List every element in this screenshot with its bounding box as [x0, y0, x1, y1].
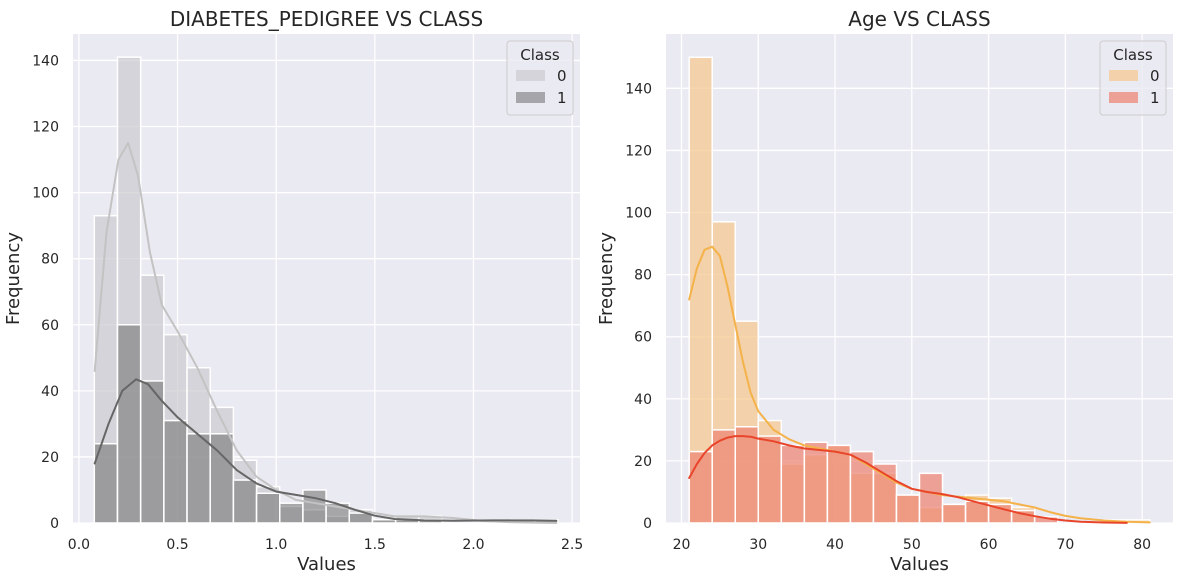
- y-tick-label: 140: [625, 81, 652, 97]
- x-tick-label: 2.0: [462, 537, 484, 553]
- y-tick-label: 0: [50, 516, 59, 532]
- bar-class-1: [780, 444, 806, 524]
- x-tick-label: 1.0: [265, 537, 287, 553]
- y-tick-label: 120: [32, 120, 59, 136]
- x-tick-label: 70: [1056, 537, 1074, 553]
- kde-lines: [688, 245, 1151, 524]
- y-tick-label: 80: [41, 252, 59, 268]
- kde-line-class-0: [688, 245, 1151, 524]
- x-tick-label: 2.5: [561, 537, 583, 553]
- x-tick-label: 1.5: [364, 537, 386, 553]
- y-axis-label: Frequency: [596, 232, 617, 325]
- age-chart: 20 30 40 50 60 70 80 0 20 40 60 80 100 120 140 Age VS …: [596, 7, 1173, 575]
- y-tick-label: 100: [32, 186, 59, 202]
- bar-class-1: [941, 503, 967, 524]
- kde-line-class-1: [93, 378, 558, 522]
- legend-label-1: 1: [1150, 89, 1160, 107]
- y-tick-label: 40: [634, 392, 652, 408]
- bar-class-1: [278, 502, 304, 524]
- legend-title: Class: [520, 46, 560, 64]
- legend-label-0: 0: [1150, 67, 1160, 85]
- x-tick-label: 0.5: [166, 537, 188, 553]
- bar-class-1: [918, 472, 944, 524]
- legend-swatch-1: [1109, 92, 1138, 103]
- bar-class-1: [734, 426, 760, 524]
- legend-swatch-0: [516, 70, 545, 81]
- bar-class-1: [163, 419, 188, 524]
- y-tick-label: 0: [643, 516, 652, 532]
- x-axis-label: Values: [297, 554, 356, 575]
- bar-class-1: [232, 479, 258, 524]
- kde-line-class-0: [93, 142, 558, 524]
- bar-class-1: [371, 518, 397, 524]
- x-tick-label: 60: [980, 537, 998, 553]
- y-tick-label: 20: [41, 450, 59, 466]
- bar-class-1: [209, 433, 235, 524]
- legend-swatch-1: [516, 92, 545, 103]
- bar-class-1: [255, 492, 281, 524]
- legend-label-0: 0: [557, 67, 567, 85]
- legend-label-1: 1: [557, 89, 567, 107]
- x-tick-label: 40: [826, 537, 844, 553]
- tick-labels: 20 30 40 50 60 70 80 0 20 40 60 80 100 120 140: [625, 81, 1151, 553]
- bar-class-1: [116, 324, 142, 524]
- bar-class-1: [895, 494, 921, 524]
- y-tick-label: 60: [41, 318, 59, 334]
- bar-class-1: [186, 433, 211, 524]
- bar-class-1: [826, 444, 852, 524]
- kde-lines: [93, 142, 558, 524]
- y-tick-label: 40: [41, 384, 59, 400]
- bar-class-1: [872, 463, 898, 524]
- x-tick-label: 20: [673, 537, 691, 553]
- bar-class-1: [302, 489, 327, 524]
- bars-class-1: [688, 426, 1059, 524]
- bar-class-1: [688, 450, 713, 524]
- y-tick-label: 20: [634, 454, 652, 470]
- legend-swatch-0: [1109, 70, 1138, 81]
- chart-title: Age VS CLASS: [848, 7, 990, 31]
- x-tick-label: 0.0: [68, 537, 90, 553]
- x-tick-label: 80: [1133, 537, 1151, 553]
- bar-class-1: [348, 512, 374, 524]
- y-tick-label: 80: [634, 268, 652, 284]
- bar-class-1: [139, 380, 165, 524]
- kde-line-class-1: [688, 435, 1128, 524]
- legend: Class 0 1: [1099, 40, 1167, 116]
- x-tick-label: 30: [749, 537, 767, 553]
- pedigree-chart: 0.0 0.5 1.0 1.5 2.0 2.5 0 20 40 60 80 100 120 140 DIA…: [3, 7, 583, 575]
- tick-labels: 0.0 0.5 1.0 1.5 2.0 2.5 0 20 40 60 80 100 120 140: [32, 53, 583, 553]
- bar-class-1: [757, 435, 783, 524]
- x-tick-label: 50: [903, 537, 921, 553]
- x-axis-label: Values: [890, 554, 949, 575]
- y-axis-label: Frequency: [3, 232, 24, 325]
- legend-title: Class: [1113, 46, 1153, 64]
- y-tick-label: 100: [625, 206, 652, 222]
- y-tick-label: 140: [32, 53, 59, 69]
- y-tick-label: 60: [634, 330, 652, 346]
- y-tick-label: 120: [625, 143, 652, 159]
- legend: Class 0 1: [506, 40, 574, 116]
- chart-title: DIABETES_PEDIGREE VS CLASS: [170, 7, 483, 31]
- bar-class-1: [803, 441, 829, 524]
